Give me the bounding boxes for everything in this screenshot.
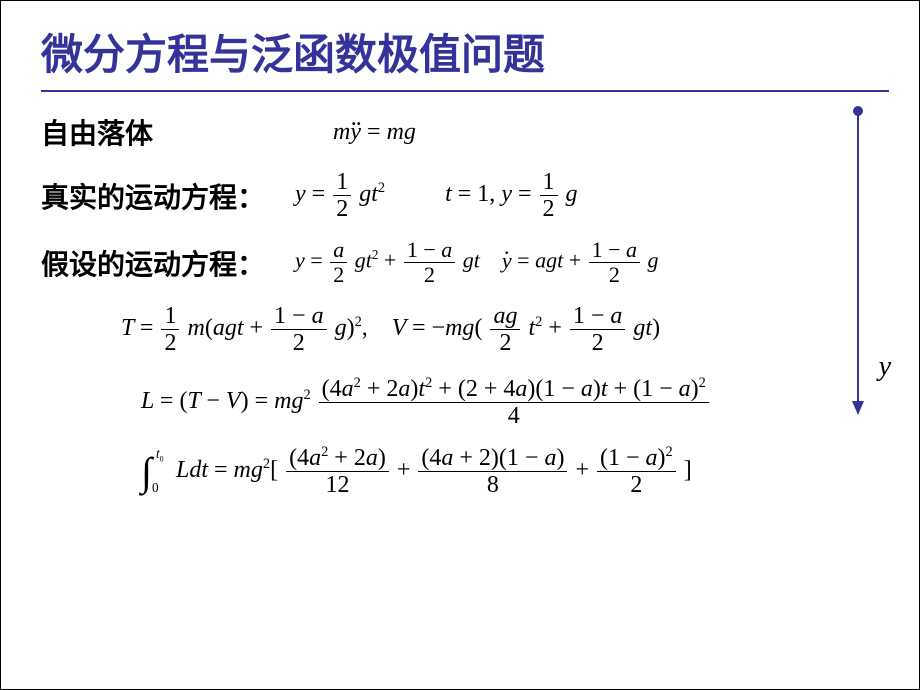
- eq-kinetic-potential: T = 12 m(agt + 1 − a2 g)2, V = −mg( ag2 …: [121, 304, 889, 355]
- eq-assumed-y: y = a2 gt2 + 1 − a2 gt: [295, 239, 480, 286]
- label-freefall: 自由落体: [41, 112, 153, 152]
- label-real: 真实的运动方程：: [41, 176, 265, 216]
- row-real-motion: 真实的运动方程： y = 12 gt2 t = 1, y = 12 g: [41, 170, 889, 221]
- eq-newton: my = mg: [333, 119, 416, 146]
- arrow-ball-icon: [853, 106, 863, 116]
- eq-lagrangian: L = (T − V) = mg2 (4a2 + 2a)t2 + (2 + 4a…: [141, 377, 889, 428]
- arrow-label: y: [879, 351, 891, 383]
- arrow-head-icon: [852, 401, 864, 415]
- slide-container: 微分方程与泛函数极值问题 自由落体 my = mg 真实的运动方程： y = 1…: [0, 0, 920, 690]
- slide-title: 微分方程与泛函数极值问题: [41, 21, 889, 92]
- row-freefall: 自由落体 my = mg: [41, 112, 889, 152]
- arrow-line: [857, 111, 859, 401]
- eq-real-t1: t = 1, y = 12 g: [445, 170, 577, 221]
- eq-action-integral: ∫t00 Ldt = mg2[ (4a2 + 2a)12 + (4a + 2)(…: [141, 446, 889, 497]
- y-axis-arrow: [857, 111, 859, 401]
- eq-real-y: y = 12 gt2: [295, 170, 385, 221]
- label-assumed: 假设的运动方程：: [41, 243, 265, 283]
- eq-assumed-ydot: y = agt + 1 − a2 g: [502, 239, 659, 286]
- row-assumed-motion: 假设的运动方程： y = a2 gt2 + 1 − a2 gt y = agt …: [41, 239, 889, 286]
